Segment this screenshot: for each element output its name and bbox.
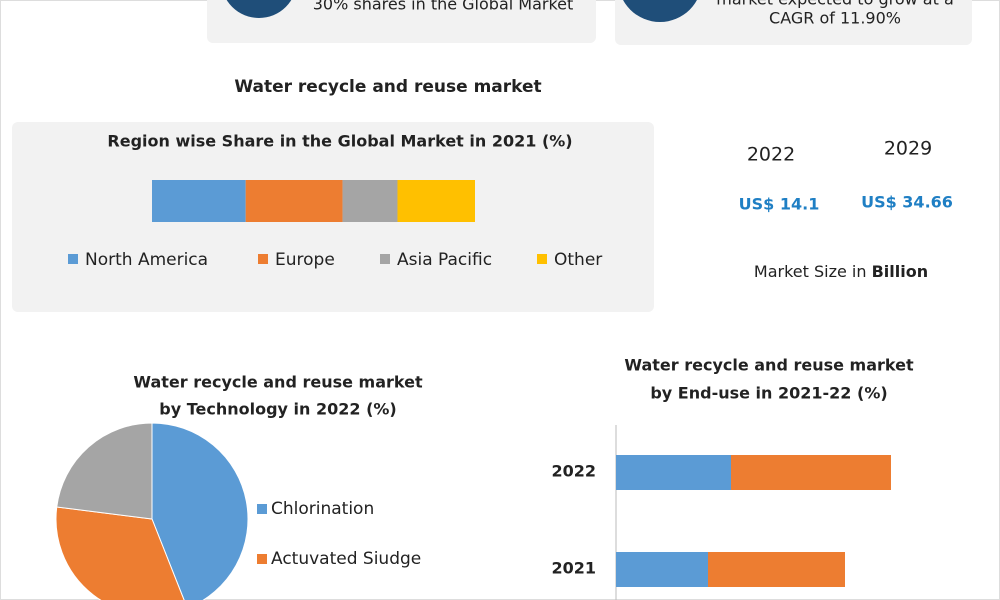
bar-segment bbox=[245, 180, 343, 222]
bar-segment bbox=[708, 552, 845, 587]
legend-swatch bbox=[257, 554, 267, 564]
caption-text: Market Size in bbox=[754, 262, 872, 281]
bar-segment bbox=[397, 180, 475, 222]
pie-slice bbox=[151, 422, 249, 600]
card-icon bbox=[226, 0, 292, 18]
bar-segment bbox=[152, 180, 246, 222]
legend-label: Actuvated Siudge bbox=[271, 549, 421, 569]
card-text: CAGR of 11.90% bbox=[769, 9, 901, 28]
legend-swatch bbox=[380, 254, 390, 264]
card-icon bbox=[623, 0, 697, 22]
caption-unit: Billion bbox=[872, 262, 929, 281]
caption: Market Size in Billion bbox=[754, 262, 928, 281]
chart-title: by End-use in 2021-22 (%) bbox=[650, 384, 887, 403]
chart-title: Water recycle and reuse market bbox=[133, 373, 423, 392]
info-card bbox=[615, 0, 972, 45]
card-text: 30% shares in the Global Market bbox=[313, 0, 574, 14]
chart-title: Water recycle and reuse market bbox=[624, 356, 914, 375]
chart-title: Region wise Share in the Global Market i… bbox=[107, 132, 572, 151]
amount: US$ 14.1 bbox=[739, 195, 820, 214]
legend-swatch bbox=[68, 254, 78, 264]
legend-label: Other bbox=[554, 250, 602, 270]
legend-label: Europe bbox=[275, 250, 335, 270]
amount: US$ 34.66 bbox=[861, 193, 953, 212]
y-tick-label: 2021 bbox=[551, 559, 596, 578]
info-card bbox=[207, 0, 596, 43]
pie-slice bbox=[55, 506, 185, 600]
legend-label: North America bbox=[85, 250, 208, 270]
bar-segment bbox=[616, 552, 708, 587]
chart-title: by Technology in 2022 (%) bbox=[159, 400, 396, 419]
bar-segment bbox=[342, 180, 398, 222]
legend-swatch bbox=[537, 254, 547, 264]
bar-segment bbox=[616, 455, 731, 490]
legend-swatch bbox=[257, 504, 267, 514]
y-tick-label: 2022 bbox=[551, 462, 596, 481]
pie-slice bbox=[56, 422, 153, 520]
legend-label: Chlorination bbox=[271, 499, 374, 519]
year: 2029 bbox=[884, 138, 932, 160]
card-text: market expected to grow at a bbox=[716, 0, 954, 9]
bar-segment bbox=[731, 455, 891, 490]
year: 2022 bbox=[747, 144, 795, 166]
legend-swatch bbox=[258, 254, 268, 264]
legend-label: Asia Pacific bbox=[397, 250, 492, 270]
main-title: Water recycle and reuse market bbox=[234, 77, 541, 97]
